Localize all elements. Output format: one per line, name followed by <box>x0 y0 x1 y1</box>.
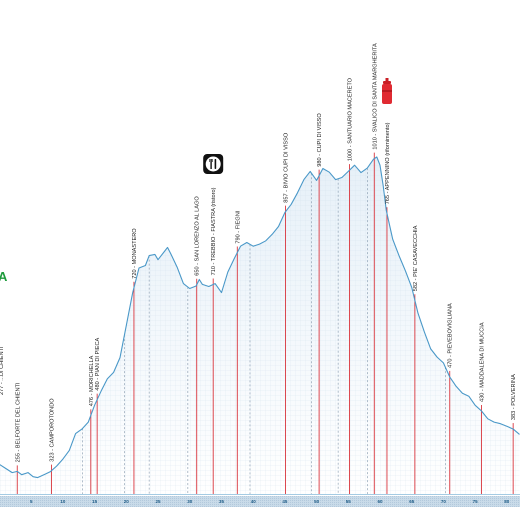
km-tick-label: 75 <box>473 499 479 504</box>
waypoint-label: 790 - FIEGNI <box>235 210 241 243</box>
km-tick-label: 80 <box>504 499 510 504</box>
km-tick-label: 25 <box>155 499 161 504</box>
waypoint-label: 720 - MONASTERO <box>132 228 138 279</box>
km-tick-label: 20 <box>124 499 130 504</box>
restaurant-icon <box>203 154 224 174</box>
km-tick-label: 70 <box>441 499 447 504</box>
km-tick-label: 55 <box>346 499 352 504</box>
waypoint-label: 255 - BELFORTE DEL CHIENTI <box>15 382 21 462</box>
km-tick-label: 50 <box>314 499 320 504</box>
waypoint-label: 1000 - SANTUARIO MACERETO <box>348 77 354 161</box>
km-tick-label: 40 <box>251 499 257 504</box>
km-axis-band <box>0 496 520 507</box>
elevation-profile-line <box>0 156 520 479</box>
waypoint-label: 650 - SAN LORENZO AL LAGO <box>195 196 201 276</box>
km-tick-label: 45 <box>282 499 288 504</box>
waypoint-label: 857 - BIVIO CUPI DI VISSO <box>284 132 290 203</box>
elevation-grid <box>0 157 520 494</box>
waypoint-label: 582 - PIE' CASAVECCHIA <box>413 225 419 291</box>
waypoint-label: 383 - POLVERINA <box>511 374 517 420</box>
km-tick-label: 60 <box>377 499 383 504</box>
km-tick-label: 5 <box>30 499 33 504</box>
km-tick-label: 10 <box>60 499 66 504</box>
water-bottle-icon <box>382 78 392 104</box>
waypoint-label: 470 - PIEVEBOVIGLIANA <box>448 303 454 368</box>
waypoint-label: 323 - CAMPOROTONDO <box>50 398 56 462</box>
waypoint-label: 1010 - SVALICO DI SANTA MARGHERITA <box>372 43 378 150</box>
waypoint-label: 980 - CUPI DI VISSO <box>317 113 323 167</box>
cut-off-label: A <box>0 269 8 284</box>
waypoint-label: 765 - APPENNINO (rifornimento) <box>385 122 391 204</box>
waypoint-label: 476 - MORICHELLA <box>89 355 95 406</box>
waypoint-label: 710 - TREBBIO - FIASTRA (ristoro) <box>211 187 217 275</box>
waypoint-label-cutoff: 277 - ...DI CHIENTI <box>0 346 5 395</box>
waypoint-label: 480 - PIAN DI PIECA <box>95 337 101 390</box>
km-tick-label: 35 <box>219 499 225 504</box>
km-tick-label: 15 <box>92 499 98 504</box>
waypoint-label: 430 - MADDALENA DI MUCCIA <box>480 322 486 402</box>
km-tick-label: 65 <box>409 499 415 504</box>
km-tick-label: 30 <box>187 499 193 504</box>
